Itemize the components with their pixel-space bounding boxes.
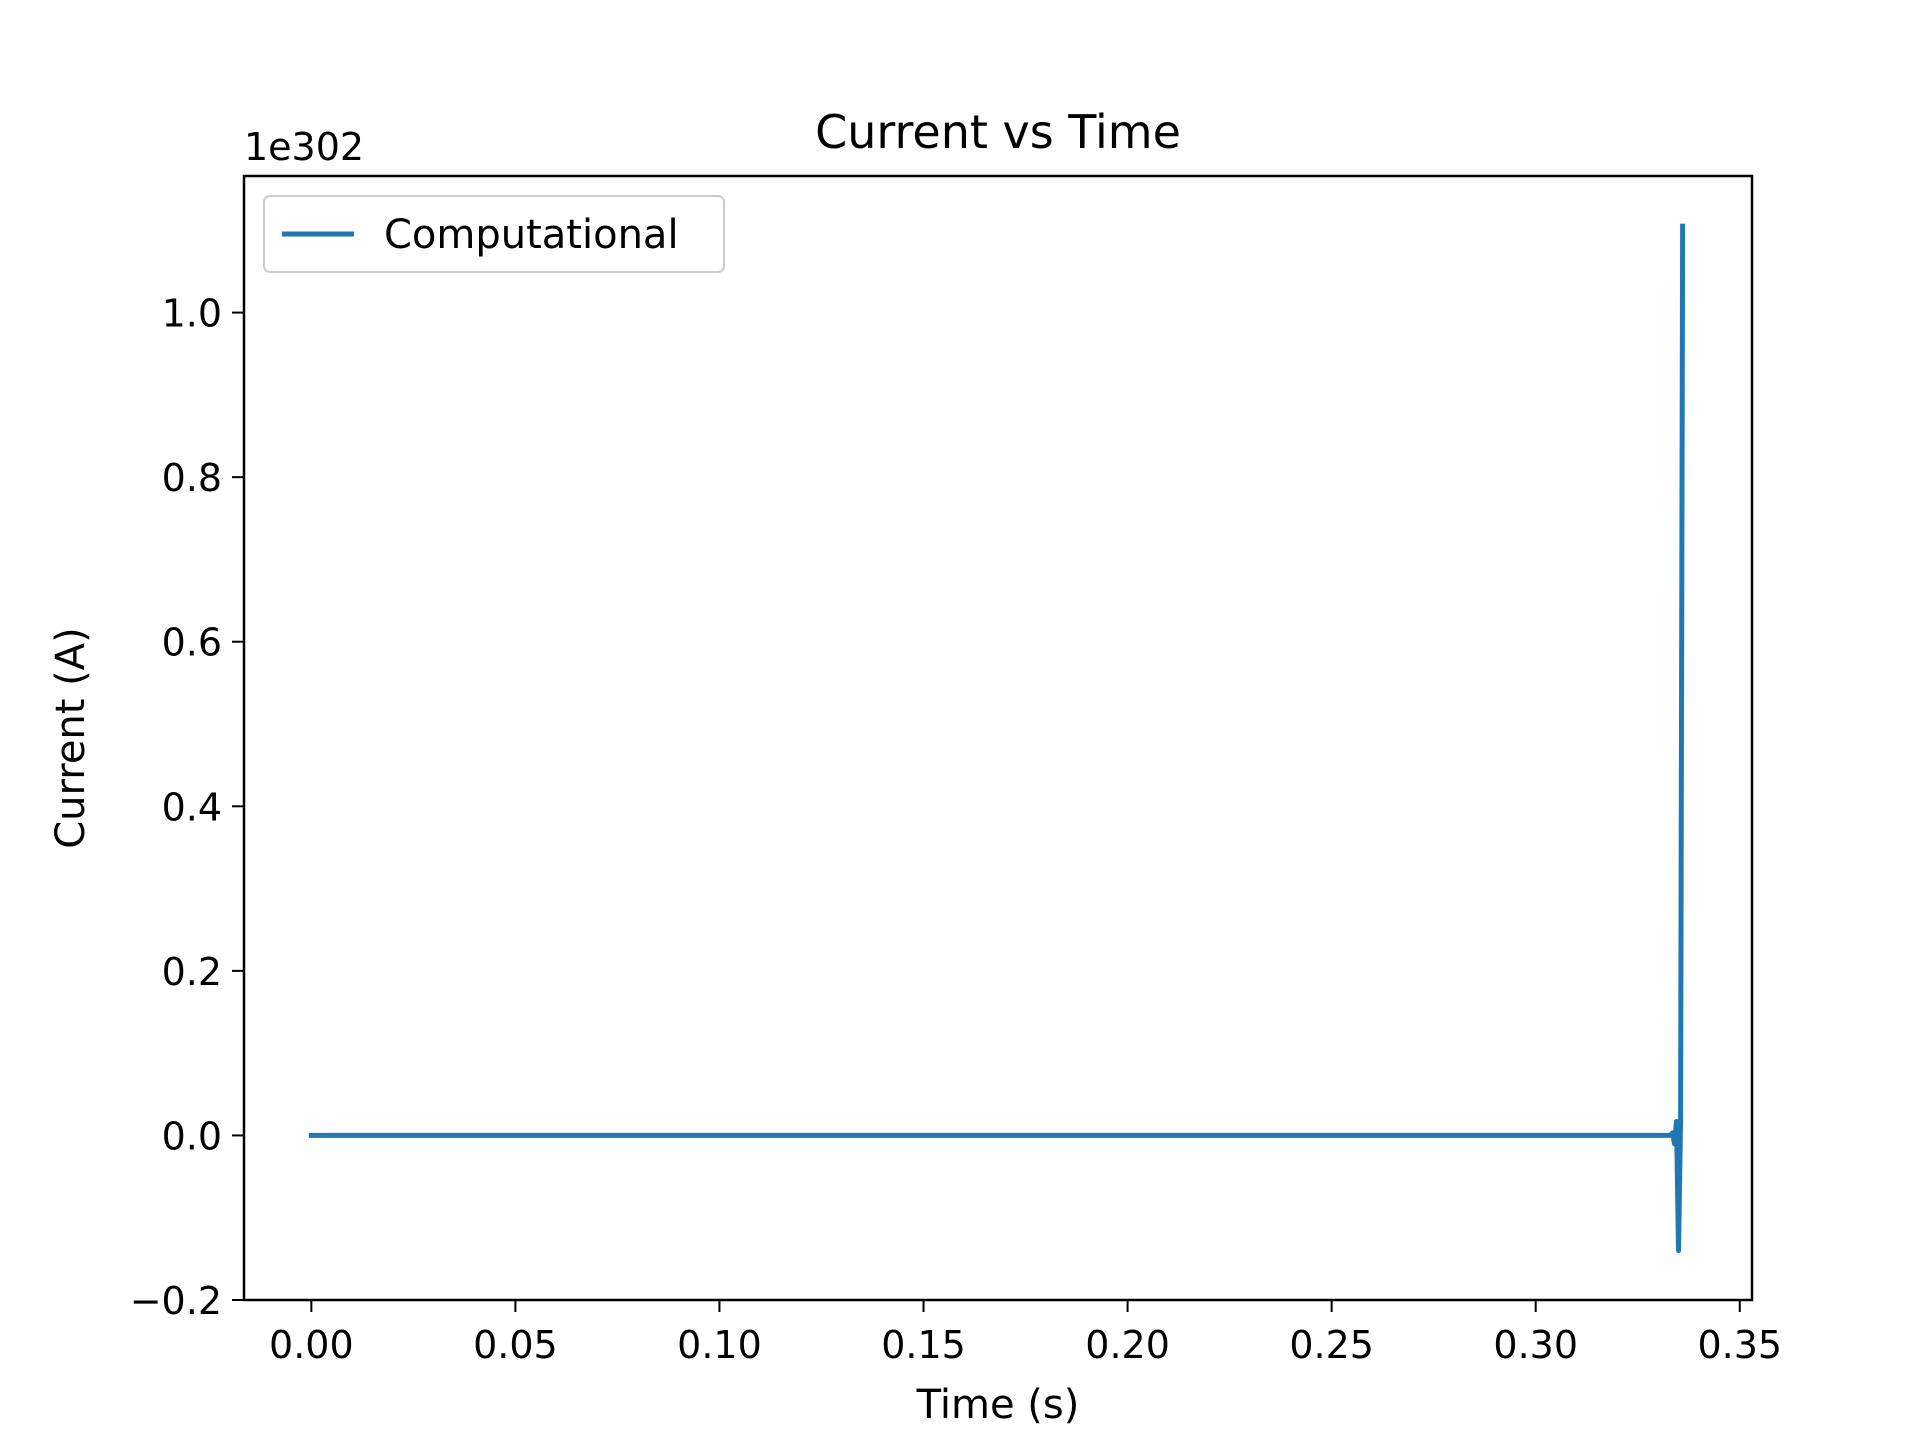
x-tick-label: 0.00 [269, 1323, 354, 1367]
y-axis-label: Current (A) [48, 627, 94, 849]
x-tick-label: 0.05 [473, 1323, 558, 1367]
x-axis-label: Time (s) [916, 1382, 1080, 1428]
chart-title: Current vs Time [815, 105, 1181, 159]
legend-box [263, 195, 725, 273]
y-tick-label: 0.0 [162, 1114, 222, 1158]
y-axis: −0.2 0.0 0.2 0.4 0.6 0.8 1.0 [130, 292, 244, 1323]
series-layer [308, 223, 1686, 1254]
x-tick-label: 0.35 [1697, 1323, 1782, 1367]
x-tick-label: 0.10 [677, 1323, 762, 1367]
x-axis: 0.00 0.05 0.10 0.15 0.20 0.25 0.30 0.35 [269, 1300, 1782, 1367]
y-tick-label: 0.6 [162, 621, 222, 665]
y-tick-label: 1.0 [162, 292, 222, 336]
x-tick-label: 0.30 [1493, 1323, 1578, 1367]
y-tick-label: 0.4 [162, 785, 222, 829]
legend-label: Computational [384, 212, 679, 258]
y-tick-label: 0.2 [162, 950, 222, 994]
y-tick-label: −0.2 [130, 1279, 222, 1323]
x-tick-label: 0.15 [881, 1323, 966, 1367]
legend: Computational [263, 195, 725, 273]
plot-frame [242, 174, 1754, 1302]
series-line [308, 223, 1686, 1254]
x-tick-label: 0.25 [1289, 1323, 1374, 1367]
y-offset-text: 1e302 [244, 125, 364, 169]
y-tick-label: 0.8 [162, 456, 222, 500]
x-tick-label: 0.20 [1085, 1323, 1170, 1367]
